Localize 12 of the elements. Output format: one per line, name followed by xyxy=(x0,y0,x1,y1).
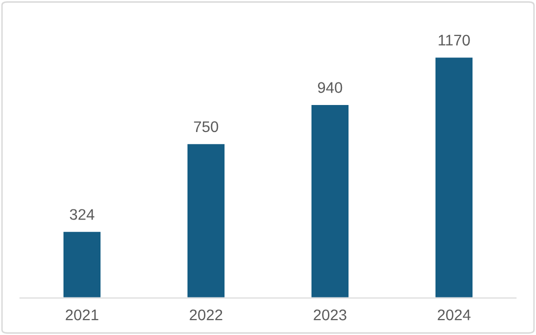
bar xyxy=(62,230,102,298)
x-tick-label: 2024 xyxy=(438,310,471,320)
data-label: 324 xyxy=(70,209,94,220)
x-tick-label: 2023 xyxy=(314,310,346,320)
data-label: 750 xyxy=(194,121,218,132)
bar xyxy=(310,104,350,298)
bar xyxy=(434,56,474,298)
bar xyxy=(186,142,226,298)
x-tick-label: 2021 xyxy=(66,310,98,320)
data-label: 940 xyxy=(318,82,342,93)
data-label: 1170 xyxy=(438,34,470,46)
x-tick-label: 2022 xyxy=(190,310,222,320)
